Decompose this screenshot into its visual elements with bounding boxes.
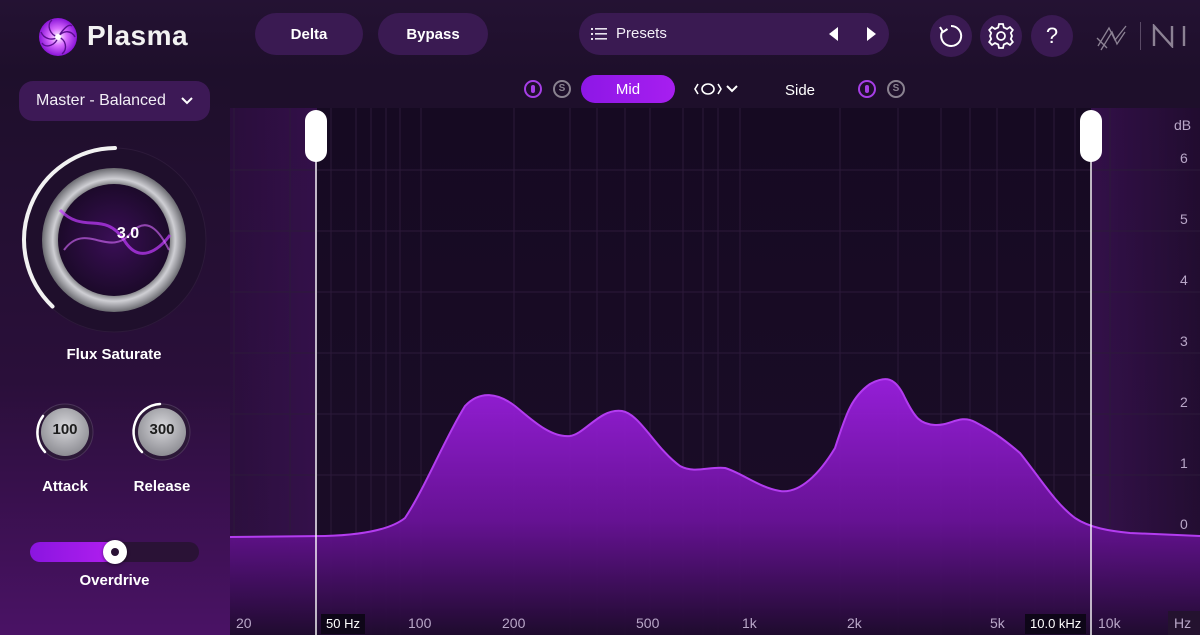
low-cut-frequency-readout: 50 Hz [321,614,365,634]
db-tick-0: 0 [1180,516,1188,532]
presets-bar[interactable]: Presets [579,13,889,55]
mid-tab[interactable]: Mid [581,75,675,103]
overdrive-slider[interactable] [30,540,199,564]
side-mute-toggle[interactable] [858,80,876,98]
gear-icon [988,23,1014,49]
freq-tick-200: 200 [502,615,526,631]
release-knob[interactable]: 300 [130,400,194,464]
attack-label: Attack [42,478,88,495]
db-tick-4: 4 [1180,272,1188,288]
overdrive-slider-fill [30,542,119,562]
slider-thumb-dot [110,548,119,556]
spectrum-curve-fill [230,379,1200,635]
db-tick-3: 3 [1180,333,1188,349]
mid-solo-toggle[interactable]: S [553,80,571,98]
stereo-link-icon[interactable] [694,80,742,98]
db-unit-label: dB [1174,117,1191,133]
release-knob-graphic [132,402,191,461]
release-value: 300 [149,421,175,438]
help-button[interactable]: ? [1031,15,1073,57]
attack-value: 100 [52,421,78,438]
delta-button[interactable]: Delta [255,13,363,55]
izotope-logo-icon [1096,25,1127,51]
freq-tick-1k: 1k [742,615,758,631]
history-button[interactable] [930,15,972,57]
plasma-logo-icon [39,18,77,56]
db-tick-5: 5 [1180,211,1188,227]
mode-dropdown-value: Master - Balanced [36,92,166,109]
history-icon [939,24,963,47]
previous-preset-icon[interactable] [825,25,843,43]
high-cut-handle[interactable] [1080,110,1102,162]
freq-tick-5k: 5k [990,615,1006,631]
freq-tick-10k: 10k [1098,615,1122,631]
hz-unit-background [1168,611,1200,635]
flux-saturate-value: 3.0 [116,225,140,242]
ni-logo-icon [1152,24,1186,48]
list-icon [591,28,607,40]
freq-tick-100: 100 [408,615,432,631]
db-tick-6: 6 [1180,150,1188,166]
flux-saturate-label: Flux Saturate [66,346,162,363]
mode-dropdown[interactable]: Master - Balanced [19,81,210,121]
left-control-panel: Master - Balanced [0,72,230,635]
attack-knob-graphic [36,403,94,461]
side-solo-toggle[interactable]: S [887,80,905,98]
app-title: Plasma [87,20,189,51]
brand-divider [1140,22,1141,50]
spectrum-graph: dB 6 5 4 3 2 1 0 20 100 200 500 1k 2k 5k… [230,108,1200,635]
freq-tick-2k: 2k [847,615,863,631]
presets-label: Presets [616,25,667,42]
low-cut-handle[interactable] [305,110,327,162]
flux-saturate-knob[interactable]: 3.0 [14,140,214,340]
header-bar: Plasma Delta Bypass Presets [0,0,1200,72]
mid-mute-toggle[interactable] [524,80,542,98]
side-tab[interactable]: Side [784,81,816,99]
spectrum-display[interactable]: dB 6 5 4 3 2 1 0 20 100 200 500 1k 2k 5k… [230,108,1200,635]
overdrive-label: Overdrive [79,572,150,589]
spectrum-curve-line [230,378,1200,538]
mid-side-selector: S Mid Side S [230,72,1200,108]
bypass-button[interactable]: Bypass [378,13,488,55]
attack-knob[interactable]: 100 [33,400,97,464]
db-tick-2: 2 [1180,394,1188,410]
settings-button[interactable] [980,15,1022,57]
freq-tick-20: 20 [236,615,252,631]
next-preset-icon[interactable] [862,25,880,43]
high-cut-frequency-readout: 10.0 kHz [1025,614,1087,634]
help-icon: ? [1045,23,1059,48]
hz-unit-label: Hz [1174,615,1191,631]
release-label: Release [133,478,191,495]
db-tick-1: 1 [1180,455,1188,471]
freq-tick-500: 500 [636,615,660,631]
flux-saturate-knob-graphic [21,146,207,333]
chevron-down-icon [181,97,193,105]
overdrive-slider-thumb[interactable] [102,540,127,564]
